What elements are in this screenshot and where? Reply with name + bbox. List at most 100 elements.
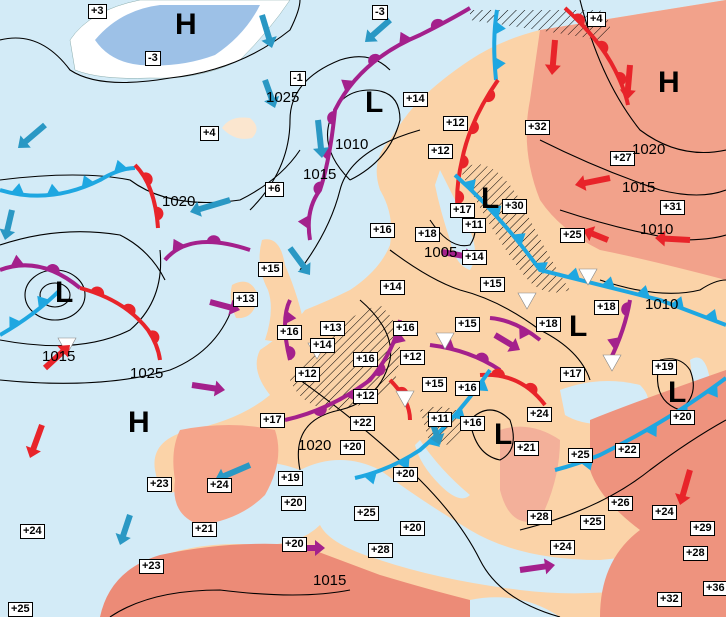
wind-arrow-icon — [619, 64, 636, 100]
front-semicircle-marker — [46, 264, 60, 274]
front-triangle-marker — [397, 456, 410, 470]
front-semicircle-marker — [327, 111, 335, 125]
front-triangle-marker — [704, 309, 718, 322]
warm-front — [133, 163, 160, 229]
temperature-label: +29 — [690, 521, 715, 536]
temperature-label: +15 — [480, 277, 505, 292]
front-semicircle-marker — [475, 352, 489, 363]
temperature-label: +12 — [443, 116, 468, 131]
front-triangle-marker — [46, 183, 61, 196]
front-semicircle-marker — [573, 13, 585, 26]
front-semicircle-marker — [206, 235, 221, 243]
temperature-label: +22 — [350, 416, 375, 431]
front-semicircle-marker — [491, 368, 505, 377]
wind-arrow-icon — [190, 197, 231, 217]
temperature-label: +25 — [354, 506, 379, 521]
greenland-ice — [95, 5, 260, 66]
hatched-area-west — [290, 305, 400, 410]
wind-arrow-icon — [115, 514, 133, 546]
front-triangle-marker — [601, 276, 615, 289]
temperature-label: -1 — [290, 71, 306, 86]
wind-arrow-icon — [575, 175, 611, 191]
temperature-label: +20 — [393, 467, 418, 482]
front-triangle-marker — [363, 471, 377, 485]
front-semicircle-marker — [430, 18, 445, 30]
wind-arrow-icon — [209, 299, 240, 316]
temperature-label: +17 — [260, 413, 285, 428]
temperature-label: +21 — [192, 522, 217, 537]
front-semicircle-marker — [525, 382, 538, 395]
front-triangle-marker — [463, 179, 476, 193]
temperature-label: +24 — [20, 524, 45, 539]
temperature-label: +3 — [88, 4, 107, 19]
high-pressure-center: H — [128, 406, 150, 439]
isobar-label: 1005 — [424, 244, 458, 261]
temperature-label: +12 — [400, 350, 425, 365]
wind-arrow-icon — [493, 332, 521, 352]
front-semicircle-marker — [123, 303, 136, 316]
temperature-label: +18 — [536, 317, 561, 332]
temperature-label: +25 — [560, 228, 585, 243]
front-triangle-marker — [519, 326, 532, 340]
temperature-label: -3 — [145, 51, 161, 66]
low-pressure-center: L — [55, 276, 74, 309]
temperature-label: +16 — [370, 223, 395, 238]
temperature-label: +20 — [340, 440, 365, 455]
front-semicircle-marker — [155, 206, 164, 221]
front-triangle-marker — [494, 56, 506, 71]
hatched-area-east — [460, 164, 570, 293]
temperature-label: +6 — [265, 182, 284, 197]
front-triangle-marker — [636, 285, 650, 298]
temperature-label: +12 — [295, 367, 320, 382]
high-pressure-center: H — [658, 66, 680, 99]
occluded-front — [489, 316, 542, 342]
wind-arrow-icon — [0, 209, 16, 240]
front-semicircle-marker — [374, 363, 386, 377]
temperature-label: +16 — [460, 416, 485, 431]
front-triangle-marker — [607, 337, 621, 351]
front-semicircle-marker — [368, 53, 381, 66]
front-triangle-marker — [644, 424, 657, 438]
temperature-label: +16 — [393, 321, 418, 336]
temperature-label: +36 — [703, 581, 726, 596]
temperature-label: +17 — [560, 367, 585, 382]
front-triangle-marker — [81, 175, 95, 189]
temperature-label: -3 — [372, 5, 388, 20]
temperature-label: +11 — [428, 412, 453, 427]
temperature-label: +19 — [278, 471, 303, 486]
temperature-label: +21 — [514, 441, 539, 456]
front-triangle-marker — [341, 79, 355, 92]
temperature-label: +14 — [462, 250, 487, 265]
wind-arrow-icon — [519, 558, 555, 575]
temperature-label: +28 — [683, 546, 708, 561]
low-pressure-center: L — [569, 310, 588, 343]
trough-marker — [395, 390, 415, 408]
baltic-sea — [435, 170, 475, 270]
temperature-label: +15 — [422, 377, 447, 392]
north-africa-landmass — [100, 543, 470, 617]
temperature-label: +23 — [147, 477, 172, 492]
trough-marker — [602, 354, 622, 372]
front-triangle-marker — [566, 267, 581, 281]
temperature-label: +32 — [525, 120, 550, 135]
temperature-label: +20 — [281, 496, 306, 511]
wind-arrow-icon — [259, 14, 277, 49]
front-semicircle-marker — [457, 190, 465, 205]
isobar-label: 1015 — [622, 179, 656, 196]
low-pressure-center: L — [494, 418, 513, 451]
temperature-label: +25 — [568, 448, 593, 463]
temperature-label: +24 — [550, 540, 575, 555]
temperature-label: +20 — [670, 410, 695, 425]
front-triangle-marker — [399, 31, 412, 45]
low-pressure-center: L — [481, 182, 500, 215]
temperature-label: +20 — [400, 521, 425, 536]
low-pressure-center: L — [668, 376, 687, 409]
temperature-label: +14 — [403, 92, 428, 107]
temperature-label: +18 — [594, 300, 619, 315]
wind-arrow-icon — [675, 469, 693, 506]
front-triangle-marker — [534, 262, 548, 275]
occluded-front — [284, 319, 402, 422]
wind-arrow-icon — [312, 119, 329, 158]
temperature-label: +26 — [608, 496, 633, 511]
temperature-label: +14 — [380, 280, 405, 295]
